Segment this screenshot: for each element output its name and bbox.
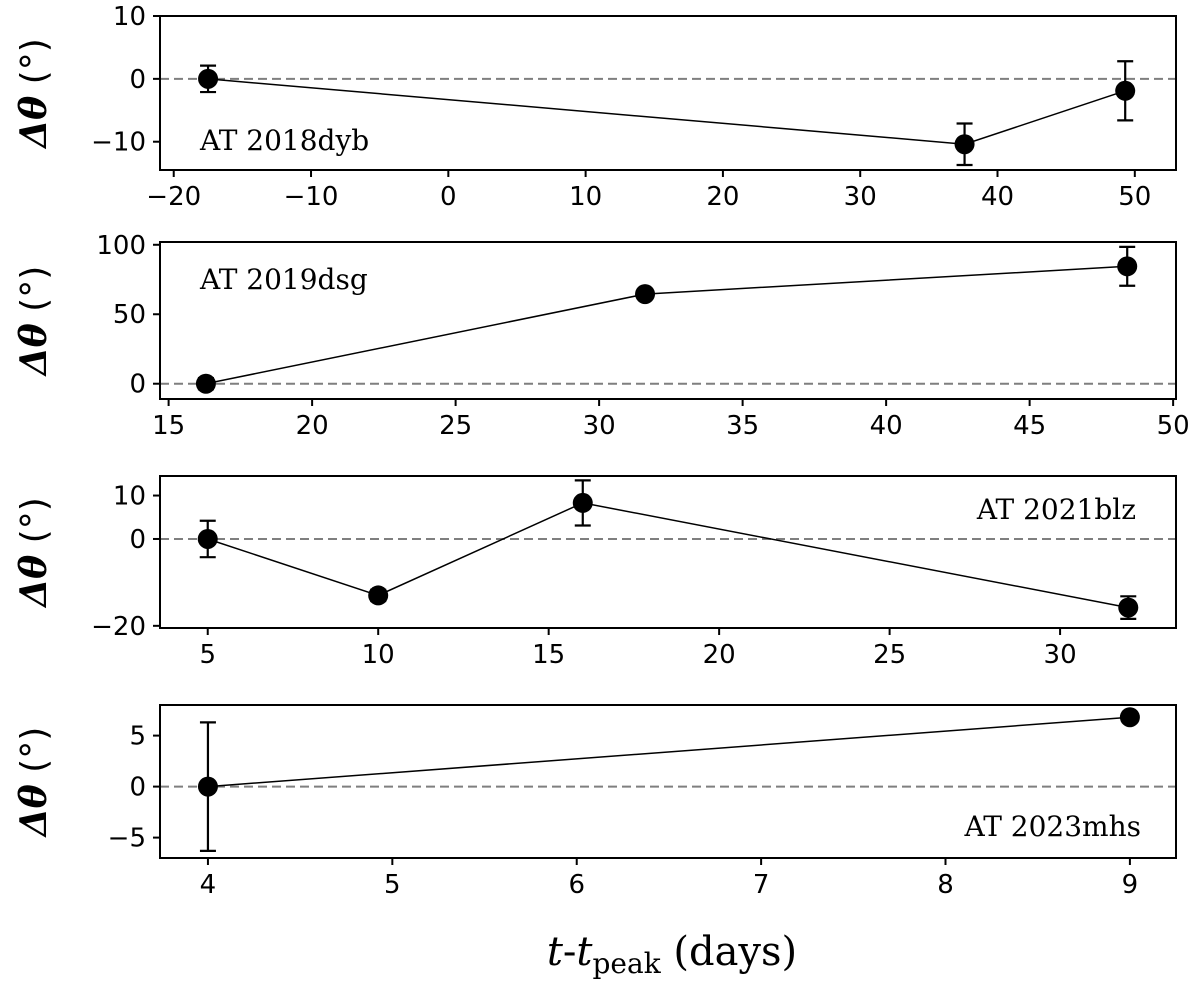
- x-tick-label: 8: [937, 870, 954, 900]
- panel-annotation: AT 2018dyb: [199, 124, 369, 157]
- y-axis-label-delta-theta: Δθ: [13, 555, 55, 609]
- y-axis-label: Δθ (°): [13, 38, 55, 150]
- x-tick-label: 7: [753, 870, 770, 900]
- x-axis-label-units: (days): [661, 929, 798, 975]
- y-tick-label: 0: [129, 525, 146, 555]
- x-tick-label: 30: [1044, 640, 1077, 670]
- x-tick-label: 6: [568, 870, 585, 900]
- panel-annotation: AT 2019dsg: [199, 263, 368, 296]
- x-tick-label: 10: [569, 182, 602, 212]
- data-point: [954, 134, 975, 155]
- x-tick-label: 15: [532, 640, 565, 670]
- x-tick-label: −20: [146, 182, 201, 212]
- y-axis-label-delta-theta: Δθ: [13, 784, 55, 838]
- x-axis-label: t-tpeak (days): [547, 929, 797, 980]
- y-axis-label: Δθ (°): [13, 497, 55, 609]
- y-axis-label-units: (°): [14, 727, 55, 785]
- y-tick-label: 0: [129, 370, 146, 400]
- x-tick-label: 25: [439, 411, 472, 441]
- x-tick-label: 30: [844, 182, 877, 212]
- x-tick-label: 50: [1157, 411, 1190, 441]
- data-point: [195, 373, 216, 394]
- x-tick-label: 40: [870, 411, 903, 441]
- axes-frame: [159, 15, 1177, 171]
- x-axis-label-t2: t: [576, 929, 593, 975]
- x-tick-label: 20: [703, 640, 736, 670]
- y-axis-label: Δθ (°): [13, 727, 55, 839]
- x-tick-label: 5: [199, 640, 216, 670]
- data-point: [368, 585, 389, 606]
- y-tick-label: 100: [96, 231, 146, 261]
- x-tick-label: 35: [726, 411, 759, 441]
- x-tick-label: 20: [706, 182, 739, 212]
- data-point: [1119, 707, 1140, 728]
- x-tick-label: 30: [583, 411, 616, 441]
- x-tick-label: 4: [200, 870, 217, 900]
- axes-frame: [159, 241, 1177, 400]
- y-axis-label: Δθ (°): [13, 266, 55, 378]
- axes-frame: [159, 704, 1177, 859]
- x-tick-label: 15: [152, 411, 185, 441]
- y-axis-label-delta-theta: Δθ: [13, 96, 55, 150]
- y-tick-label: 10: [113, 482, 146, 512]
- data-point: [197, 776, 218, 797]
- data-point: [198, 68, 219, 89]
- data-point: [1118, 597, 1139, 618]
- panel-2: 15 20 25 30 35 40 45 50 0 50 100 Δθ (°) AT 2019dsg: [13, 231, 1190, 441]
- data-point: [635, 284, 656, 305]
- x-tick-label: 45: [1013, 411, 1046, 441]
- axes-frame: [159, 475, 1177, 629]
- y-axis-label-delta-theta: Δθ: [13, 323, 55, 377]
- data-point: [1115, 80, 1136, 101]
- x-tick-label: 40: [981, 182, 1014, 212]
- y-axis-label-units: (°): [14, 38, 55, 96]
- x-axis-label-sub: peak: [593, 947, 662, 980]
- y-tick-label: −20: [91, 612, 146, 642]
- y-tick-label: 5: [129, 722, 146, 752]
- x-tick-label: 20: [296, 411, 329, 441]
- x-tick-label: 9: [1122, 870, 1139, 900]
- y-tick-label: 0: [129, 65, 146, 95]
- y-tick-label: 50: [113, 300, 146, 330]
- data-point: [197, 528, 218, 549]
- x-tick-label: 25: [873, 640, 906, 670]
- y-axis-label-units: (°): [14, 497, 55, 555]
- x-tick-label: −10: [284, 182, 339, 212]
- x-tick-label: 50: [1118, 182, 1151, 212]
- panel-annotation: AT 2023mhs: [964, 810, 1141, 843]
- data-point: [1117, 256, 1138, 277]
- y-tick-label: 10: [113, 2, 146, 32]
- x-tick-label: 10: [362, 640, 395, 670]
- data-point: [572, 492, 593, 513]
- y-tick-label: −5: [108, 824, 146, 854]
- x-axis-label-t: t: [547, 929, 564, 975]
- panel-4: 4 5 6 7 8 9 −5 0 5 Δθ (°) AT 2023mhs: [13, 704, 1177, 900]
- panel-annotation: AT 2021blz: [976, 493, 1136, 526]
- x-tick-label: 5: [384, 870, 401, 900]
- series-line: [207, 716, 1130, 788]
- y-tick-label: −10: [91, 128, 146, 158]
- panel-3: 5 10 15 20 25 30 −20 0 10 Δθ (°) AT 2021blz: [13, 475, 1177, 670]
- y-tick-label: 0: [129, 773, 146, 803]
- x-axis-label-sep: -: [563, 929, 577, 975]
- series-line: [207, 502, 1129, 609]
- x-tick-label: 0: [440, 182, 457, 212]
- y-axis-label-units: (°): [14, 266, 55, 324]
